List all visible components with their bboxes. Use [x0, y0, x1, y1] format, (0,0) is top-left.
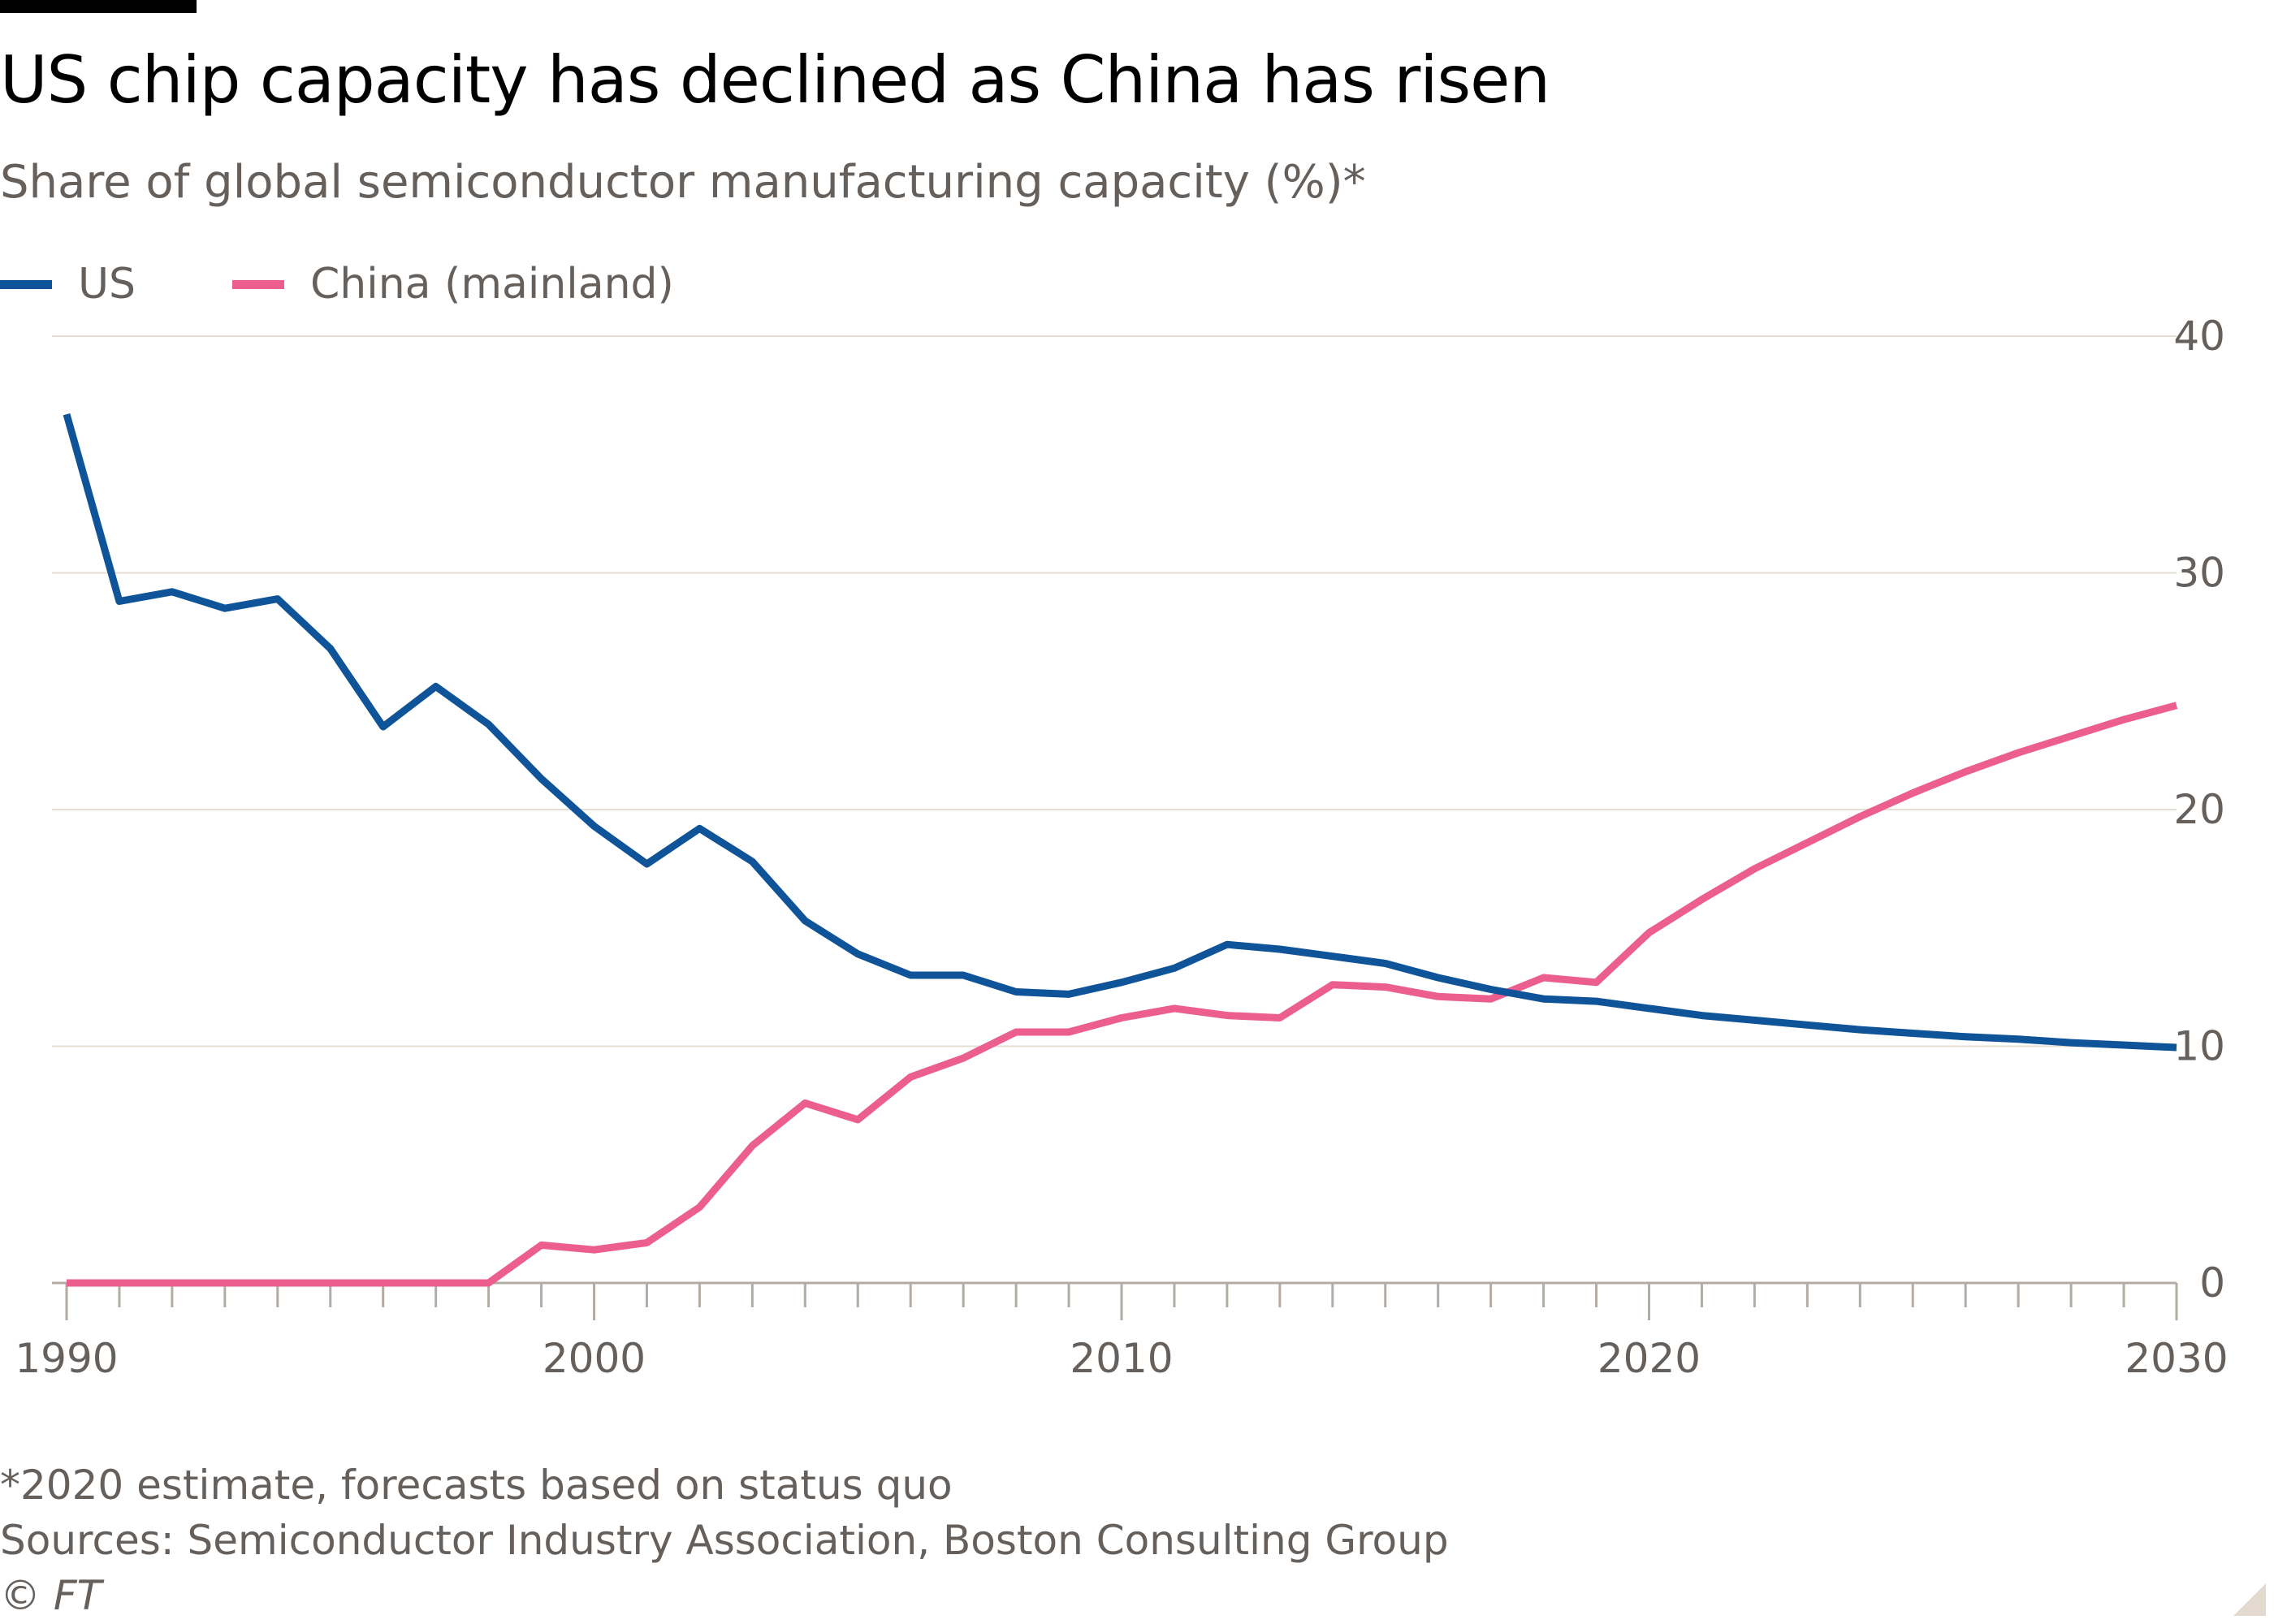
series-line-us: [63, 412, 2177, 1052]
y-tick-label-10: 10: [2173, 1023, 2225, 1070]
legend-label-china: China (mainland): [310, 260, 674, 309]
chart-title: US chip capacity has declined as China h…: [0, 42, 1550, 118]
x-tick-label-2010: 2010: [1070, 1335, 1173, 1382]
legend-swatch-china: [232, 279, 284, 289]
credit: © FT: [0, 1572, 102, 1619]
source-note: Sources: Semiconductor Industry Associat…: [0, 1517, 1449, 1564]
x-tick-label-1990: 1990: [15, 1335, 118, 1382]
y-tick-label-20: 20: [2173, 786, 2225, 833]
x-tick-label-2030: 2030: [2125, 1335, 2228, 1382]
corner-mark: [2233, 1583, 2266, 1616]
legend-label-us: US: [78, 260, 136, 309]
x-tick-label-2020: 2020: [1597, 1335, 1701, 1382]
series-lines: [63, 412, 2178, 1287]
x-axis: 1990 2000 2010 2020 2030: [15, 1281, 2229, 1382]
y-axis: 0 10 20 30 40: [2173, 313, 2225, 1307]
legend-swatch-us: [0, 279, 52, 289]
legend-item-us: US: [0, 258, 136, 310]
y-tick-label-0: 0: [2199, 1259, 2225, 1307]
y-tick-label-30: 30: [2173, 550, 2225, 597]
brand-bar: [0, 0, 197, 13]
y-tick-label-40: 40: [2173, 313, 2225, 360]
legend-item-china: China (mainland): [232, 258, 674, 310]
series-line-china: [67, 702, 2178, 1287]
x-tick-label-2000: 2000: [543, 1335, 646, 1382]
footnote: *2020 estimate, forecasts based on statu…: [0, 1462, 953, 1509]
chart-subtitle: Share of global semiconductor manufactur…: [0, 156, 1366, 209]
gridlines: [52, 335, 2177, 1047]
